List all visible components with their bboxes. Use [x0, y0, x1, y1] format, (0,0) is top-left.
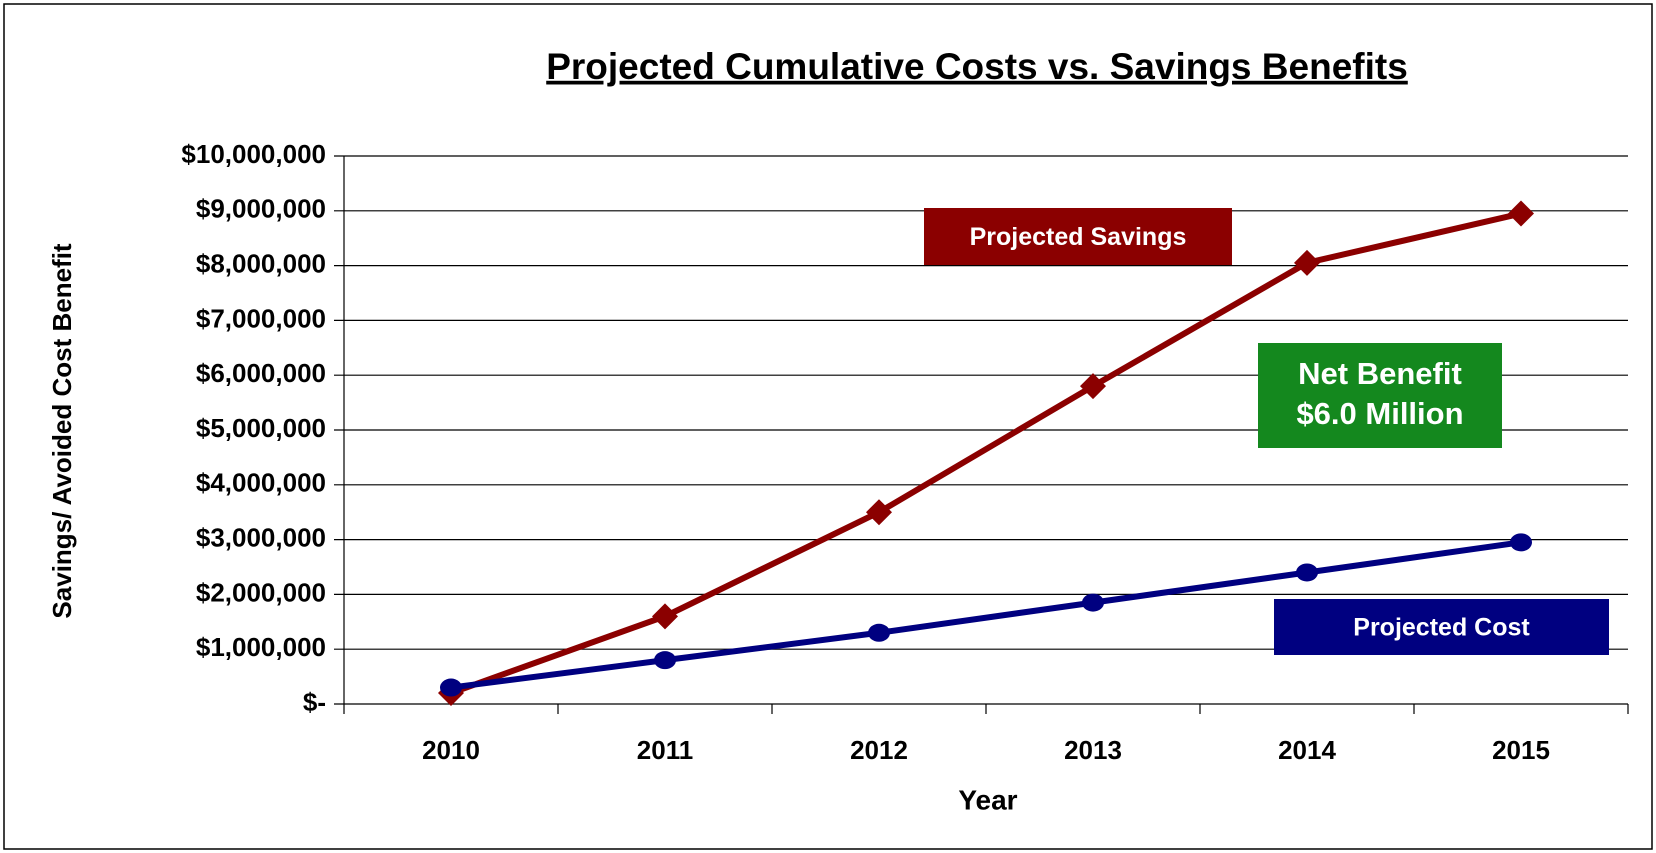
y-tick-label: $- — [303, 687, 326, 717]
x-tick-label: 2015 — [1492, 735, 1550, 765]
series-line — [449, 210, 1522, 696]
series-label: Projected Cost — [1353, 614, 1530, 642]
y-tick-label: $5,000,000 — [196, 413, 326, 443]
y-tick-label: $10,000,000 — [181, 139, 326, 169]
series-label-box — [924, 208, 1232, 265]
y-tick-label: $4,000,000 — [196, 468, 326, 498]
y-axis-label: Savings/ Avoided Cost Benefit — [47, 243, 77, 618]
series-line — [450, 539, 1522, 691]
point-marker — [868, 623, 890, 642]
x-tick-label: 2011 — [637, 735, 693, 765]
y-tick-label: $7,000,000 — [196, 303, 326, 333]
point-marker — [866, 499, 892, 526]
point-marker — [1082, 593, 1104, 612]
annotation-text: Net Benefit — [1298, 356, 1462, 391]
x-tick-label: 2014 — [1278, 735, 1336, 765]
series-label-box — [1274, 599, 1609, 655]
point-marker — [1080, 373, 1106, 400]
y-tick-label: $9,000,000 — [196, 194, 326, 224]
y-tick-label: $1,000,000 — [196, 632, 326, 662]
x-tick-label: 2010 — [422, 735, 480, 765]
point-marker — [1294, 249, 1320, 276]
y-tick-label: $8,000,000 — [196, 248, 326, 278]
point-marker — [1510, 533, 1532, 552]
y-tick-label: $2,000,000 — [196, 577, 326, 607]
series-label: Projected Savings — [970, 223, 1187, 251]
x-tick-label: 2013 — [1064, 735, 1122, 765]
y-tick-label: $6,000,000 — [196, 358, 326, 388]
y-tick-label: $3,000,000 — [196, 522, 326, 552]
point-marker — [1508, 200, 1534, 227]
x-axis-label: Year — [958, 784, 1017, 815]
annotation-text: $6.0 Million — [1296, 396, 1463, 431]
point-marker — [1296, 563, 1318, 582]
chart-title: Projected Cumulative Costs vs. Savings B… — [546, 46, 1408, 87]
annotation-box — [1258, 343, 1502, 448]
point-marker — [654, 651, 676, 670]
point-marker — [652, 603, 678, 630]
x-tick-label: 2012 — [850, 735, 908, 765]
point-marker — [440, 678, 462, 697]
